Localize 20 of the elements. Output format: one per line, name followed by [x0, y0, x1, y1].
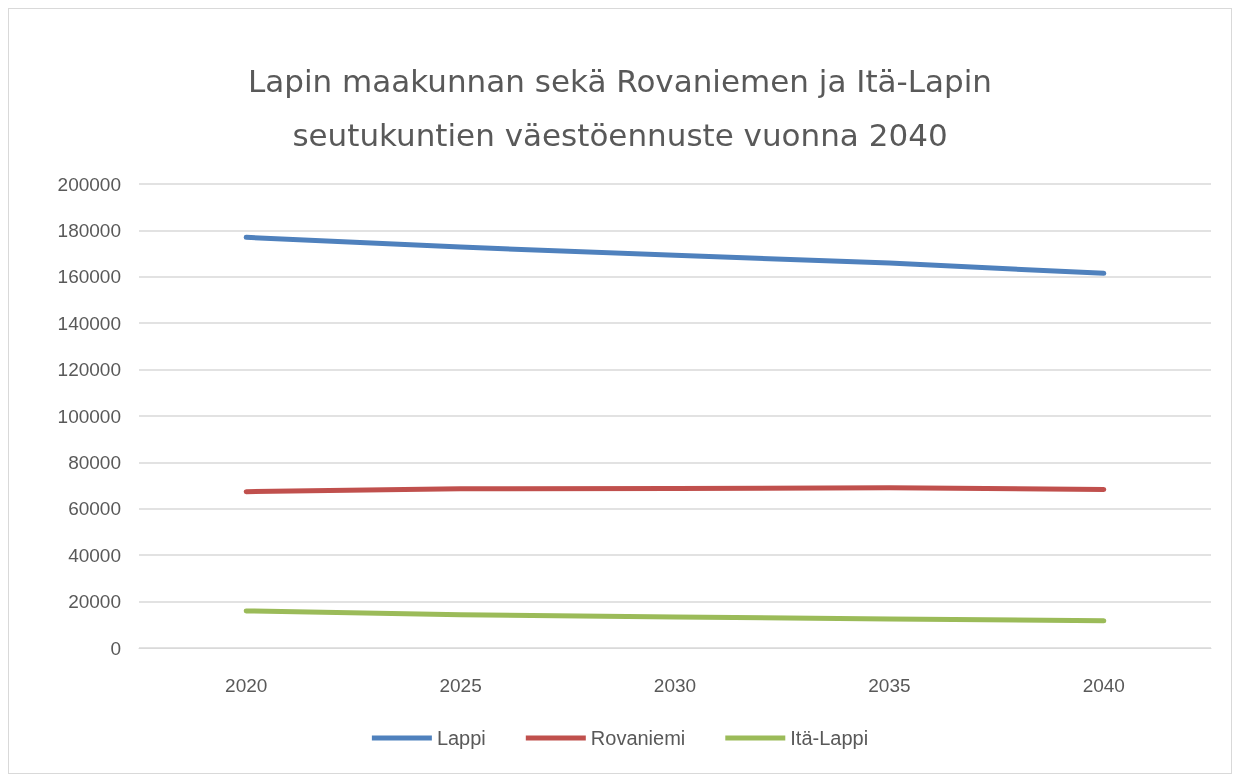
legend-label: Lappi [436, 727, 486, 749]
x-tick-label: 2030 [653, 675, 697, 696]
x-tick-label: 2040 [1082, 675, 1125, 696]
legend-label: Rovaniemi [590, 727, 686, 749]
x-tick-label: 2020 [225, 675, 268, 696]
y-tick-label: 0 [110, 637, 121, 659]
y-tick-label: 100000 [57, 405, 121, 427]
y-tick-label: 140000 [57, 312, 121, 334]
y-tick-label: 60000 [68, 498, 121, 520]
y-tick-label: 160000 [57, 266, 121, 288]
y-tick-label: 120000 [57, 359, 121, 381]
y-tick-label: 200000 [57, 173, 121, 195]
x-tick-label: 2025 [439, 675, 482, 696]
y-tick-label: 180000 [57, 219, 121, 241]
y-tick-label: 80000 [68, 451, 121, 473]
legend-label: Itä-Lappi [790, 727, 869, 749]
x-tick-label: 2035 [868, 675, 911, 696]
chart-title: Lapin maakunnan sekä Rovaniemen ja Itä-Lapin seutukuntien väestöennuste vuonna 2040 [248, 63, 992, 153]
y-tick-label: 20000 [68, 591, 121, 613]
y-tick-label: 40000 [68, 544, 121, 566]
